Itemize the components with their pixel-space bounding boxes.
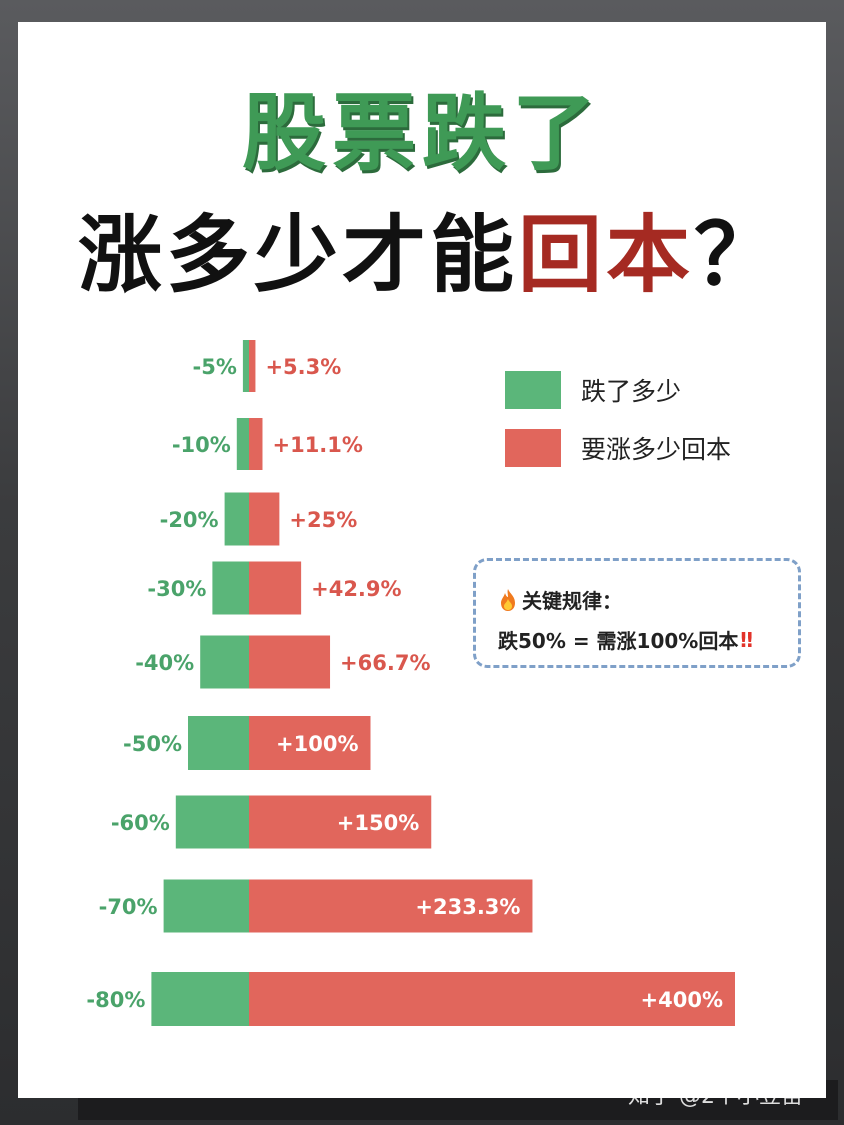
drop-label-0: -5% <box>193 355 237 379</box>
legend-item-gain: 要涨多少回本 <box>505 429 731 467</box>
watermark: 知乎 @2个小豆苗 <box>628 1084 803 1109</box>
legend-item-drop: 跌了多少 <box>505 371 681 409</box>
bar-drop-5 <box>188 716 249 770</box>
callout-body-text: 跌50% = 需涨100%回本 <box>498 629 739 653</box>
gain-label-4: +66.7% <box>340 651 430 675</box>
bar-gain-0 <box>249 340 256 392</box>
bar-gain-1 <box>249 418 263 470</box>
bar-gain-3 <box>249 561 302 615</box>
bar-drop-4 <box>200 635 249 689</box>
bar-gain-5 <box>249 716 371 770</box>
gain-label-6: +150% <box>337 811 419 835</box>
legend-swatch-drop <box>505 371 561 409</box>
double-exclamation-icon: ‼ <box>740 627 753 652</box>
drop-label-6: -60% <box>111 811 170 835</box>
drop-label-3: -30% <box>147 577 206 601</box>
bar-drop-2 <box>224 492 249 546</box>
drop-label-5: -50% <box>123 732 182 756</box>
gain-label-2: +25% <box>289 508 357 532</box>
title-line-2-highlight: 回本 <box>517 206 694 304</box>
gain-label-0: +5.3% <box>265 355 341 379</box>
callout-title-text: 关键规律： <box>522 589 622 613</box>
gain-label-8: +400% <box>641 988 723 1012</box>
drop-label-8: -80% <box>86 988 145 1012</box>
callout-body: 跌50% = 需涨100%回本 ‼ <box>498 625 753 654</box>
key-rule-callout: 关键规律： 跌50% = 需涨100%回本 ‼ <box>473 558 801 668</box>
bar-gain-2 <box>249 492 280 546</box>
bar-drop-1 <box>236 418 249 470</box>
title-line-2: 涨多少才能回本？ <box>40 188 820 309</box>
bar-drop-7 <box>163 879 249 933</box>
fire-icon <box>498 588 518 612</box>
drop-label-4: -40% <box>135 651 194 675</box>
gain-label-5: +100% <box>276 732 358 756</box>
title-line-2-question: ？ <box>694 206 783 304</box>
gain-label-3: +42.9% <box>311 577 401 601</box>
bar-gain-4 <box>249 635 331 689</box>
bar-gain-6 <box>249 795 432 849</box>
bar-drop-0 <box>242 340 249 392</box>
legend-label-gain: 要涨多少回本 <box>581 435 732 464</box>
bar-drop-3 <box>212 561 249 615</box>
bar-gain-7 <box>249 879 533 933</box>
drop-label-7: -70% <box>99 895 158 919</box>
drop-label-1: -10% <box>172 433 231 457</box>
gain-label-1: +11.1% <box>272 433 362 457</box>
bar-gain-8 <box>249 972 735 1026</box>
legend-swatch-gain <box>505 429 561 467</box>
bar-drop-6 <box>175 795 249 849</box>
title-line-2-main: 涨多少才能 <box>77 206 518 304</box>
callout-title: 关键规律： <box>498 585 622 614</box>
gain-label-7: +233.3% <box>415 895 520 919</box>
drop-label-2: -20% <box>160 508 219 532</box>
bar-drop-8 <box>151 972 249 1026</box>
legend-label-drop: 跌了多少 <box>581 377 682 406</box>
title-line-1: 股票跌了 <box>241 84 602 182</box>
